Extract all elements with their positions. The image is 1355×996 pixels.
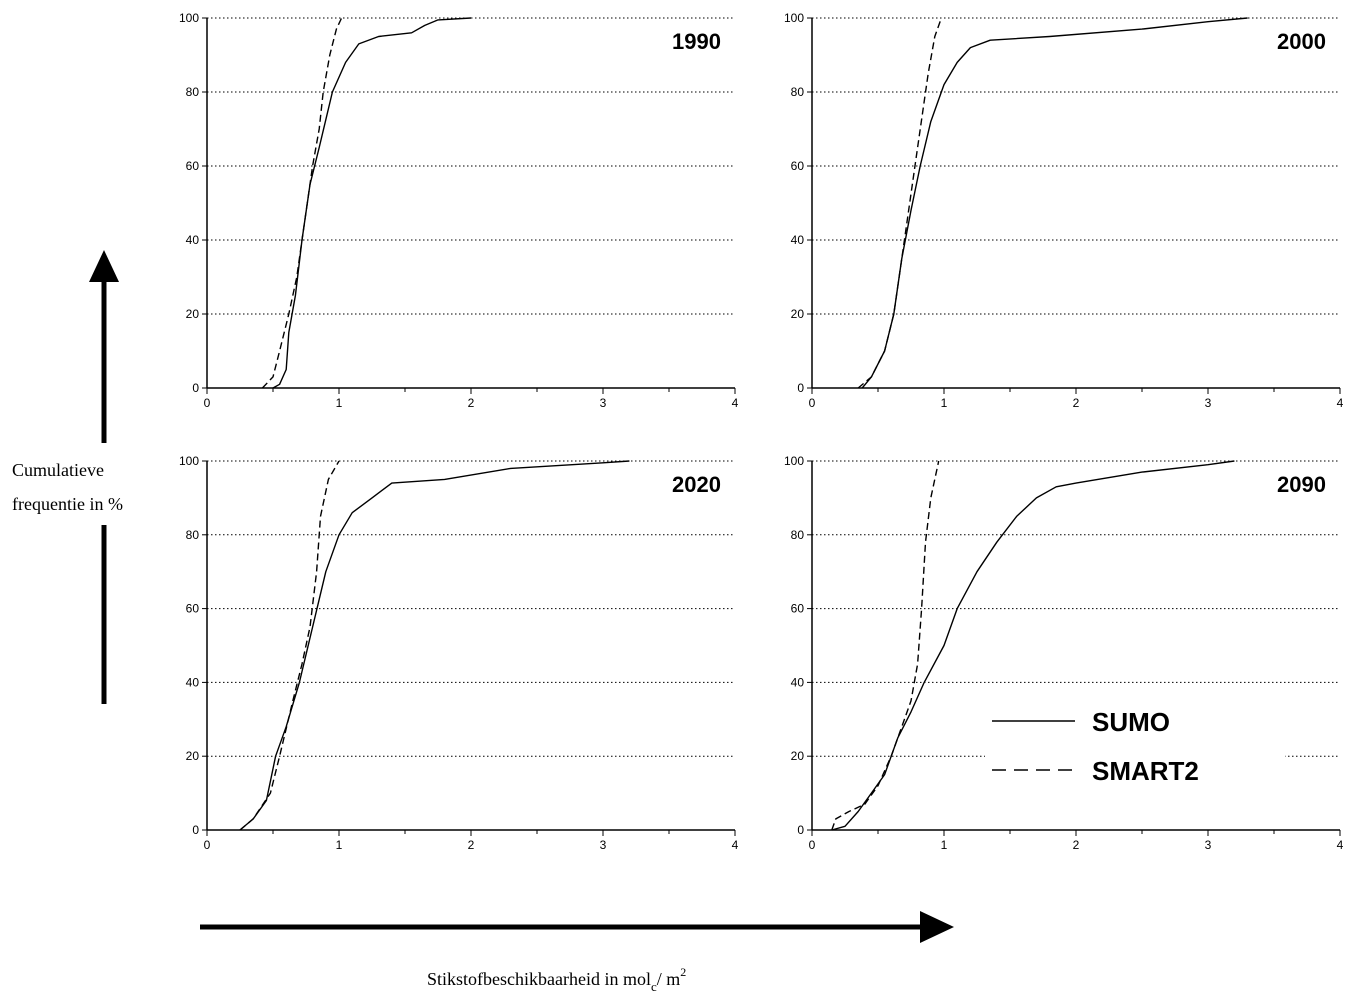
x-tick-label-2000-1: 1 <box>941 396 948 410</box>
y-tick-label-1990-40: 40 <box>186 233 200 247</box>
series-sumo-2020 <box>239 460 630 831</box>
y-tick-label-2020-0: 0 <box>192 823 199 837</box>
panel-1990: 0 20 40 60 80 100 0 1 2 3 4 1990 <box>179 11 739 410</box>
x-tick-label-2020-2: 2 <box>468 838 475 852</box>
x-arrow-head <box>920 911 954 943</box>
y-tick-label-2000-40: 40 <box>791 233 805 247</box>
x-tick-label-2020-3: 3 <box>600 838 607 852</box>
y-caption-line1: Cumulatieve <box>12 460 104 480</box>
x-tick-label-2000-2: 2 <box>1073 396 1080 410</box>
y-tick-label-1990-20: 20 <box>186 307 200 321</box>
x-tick-label-2090-2: 2 <box>1073 838 1080 852</box>
legend-label-sumo: SUMO <box>1092 707 1170 737</box>
y-tick-label-2020-100: 100 <box>179 454 199 468</box>
y-tick-label-1990-80: 80 <box>186 85 200 99</box>
x-tick-label-2000-4: 4 <box>1337 396 1344 410</box>
y-tick-label-2090-60: 60 <box>791 602 805 616</box>
x-tick-label-1990-4: 4 <box>732 396 739 410</box>
y-tick-label-2090-80: 80 <box>791 528 805 542</box>
panel-title-2020: 2020 <box>672 472 721 497</box>
y-tick-label-2000-20: 20 <box>791 307 805 321</box>
x-caption: Stikstofbeschikbaarheid in molc/ m2 <box>427 965 686 994</box>
series-sumo-1990 <box>272 17 472 389</box>
x-tick-label-2000-3: 3 <box>1205 396 1212 410</box>
y-tick-label-2000-100: 100 <box>784 11 804 25</box>
y-tick-label-2090-0: 0 <box>797 823 804 837</box>
panel-2090: 0 20 40 60 80 100 0 1 2 3 4 2090 <box>784 454 1344 852</box>
x-tick-label-2090-3: 3 <box>1205 838 1212 852</box>
x-tick-label-2090-4: 4 <box>1337 838 1344 852</box>
legend-label-smart2: SMART2 <box>1092 756 1199 786</box>
panel-title-2090: 2090 <box>1277 472 1326 497</box>
x-tick-label-2020-4: 4 <box>732 838 739 852</box>
y-tick-label-1990-0: 0 <box>192 381 199 395</box>
x-axis-caption: Stikstofbeschikbaarheid in molc/ m2 <box>200 911 954 994</box>
legend-background <box>985 700 1285 800</box>
x-caption-sub: c <box>651 979 657 994</box>
panel-2000: 0 20 40 60 80 100 0 1 2 3 4 2000 <box>784 11 1344 410</box>
x-tick-label-1990-0: 0 <box>204 396 211 410</box>
legend: SUMO SMART2 <box>985 700 1285 800</box>
panel-title-2000: 2000 <box>1277 29 1326 54</box>
y-caption-line2: frequentie in % <box>12 494 123 514</box>
x-caption-unit: / m <box>657 969 681 989</box>
x-tick-label-1990-1: 1 <box>336 396 343 410</box>
x-tick-label-1990-3: 3 <box>600 396 607 410</box>
series-sumo-2090 <box>831 460 1235 831</box>
x-caption-main: Stikstofbeschikbaarheid in mol <box>427 969 651 989</box>
y-tick-label-2000-60: 60 <box>791 159 805 173</box>
x-tick-label-2090-1: 1 <box>941 838 948 852</box>
y-tick-label-2090-100: 100 <box>784 454 804 468</box>
y-tick-label-2020-80: 80 <box>186 528 200 542</box>
y-tick-label-2090-20: 20 <box>791 749 805 763</box>
x-tick-label-2000-0: 0 <box>809 396 816 410</box>
x-tick-label-2090-0: 0 <box>809 838 816 852</box>
y-tick-label-2020-60: 60 <box>186 602 200 616</box>
panel-title-1990: 1990 <box>672 29 721 54</box>
series-smart2-2000 <box>857 17 943 389</box>
y-tick-label-2020-40: 40 <box>186 675 200 689</box>
series-sumo-2000 <box>861 17 1248 389</box>
x-tick-label-2020-0: 0 <box>204 838 211 852</box>
y-tick-label-2020-20: 20 <box>186 749 200 763</box>
y-tick-label-1990-60: 60 <box>186 159 200 173</box>
y-tick-label-1990-100: 100 <box>179 11 199 25</box>
y-axis-caption: Cumulatieve frequentie in % <box>12 250 123 704</box>
y-tick-label-2090-40: 40 <box>791 675 805 689</box>
series-smart2-1990 <box>261 17 343 389</box>
x-tick-label-1990-2: 2 <box>468 396 475 410</box>
x-tick-label-2020-1: 1 <box>336 838 343 852</box>
y-arrow-head <box>89 250 119 282</box>
panel-2020: 0 20 40 60 80 100 0 1 2 3 4 2020 <box>179 454 739 852</box>
y-tick-label-2000-0: 0 <box>797 381 804 395</box>
series-smart2-2090 <box>831 460 940 831</box>
x-caption-sup: 2 <box>680 965 686 979</box>
y-tick-label-2000-80: 80 <box>791 85 805 99</box>
series-smart2-2020 <box>239 460 340 831</box>
